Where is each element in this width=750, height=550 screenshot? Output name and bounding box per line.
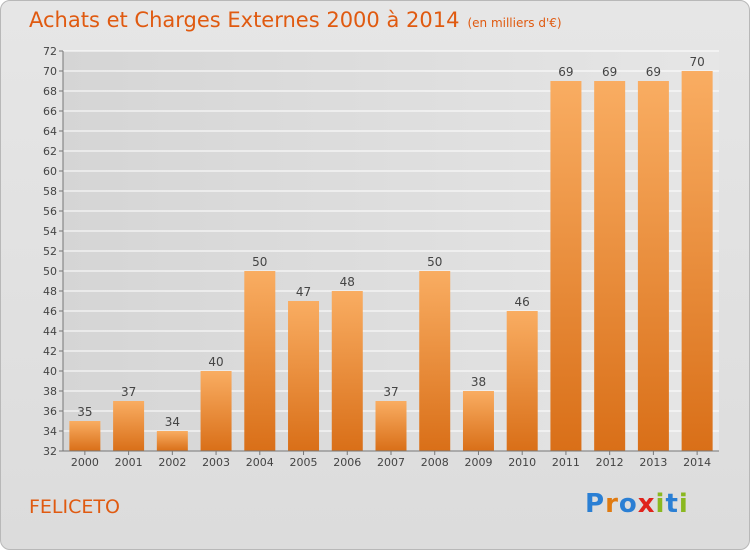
- y-tick-label: 38: [43, 385, 57, 398]
- data-label: 69: [646, 65, 661, 79]
- y-tick-label: 32: [43, 445, 57, 458]
- logo-letter: r: [605, 489, 619, 519]
- x-tick-label: 2005: [290, 456, 318, 469]
- y-tick-label: 40: [43, 365, 57, 378]
- bar: [419, 271, 451, 451]
- data-label: 69: [558, 65, 573, 79]
- chart-unit: (en milliers d'€): [467, 16, 562, 30]
- bar: [506, 311, 538, 451]
- y-tick-label: 68: [43, 85, 57, 98]
- bar: [69, 421, 101, 451]
- y-tick-label: 70: [43, 65, 57, 78]
- bar: [331, 291, 363, 451]
- x-tick-label: 2001: [115, 456, 143, 469]
- logo-letter: x: [637, 489, 656, 519]
- bar: [550, 81, 582, 451]
- data-label: 70: [689, 55, 704, 69]
- y-tick-label: 50: [43, 265, 57, 278]
- data-label: 48: [340, 275, 355, 289]
- bars: [69, 71, 713, 451]
- x-tick-label: 2006: [333, 456, 361, 469]
- x-tick-label: 2004: [246, 456, 274, 469]
- x-tick-label: 2011: [552, 456, 580, 469]
- y-tick-labels: 32 34 36 38 40 42 44 46 48 50 52 54 56 58 60 62 64 66 68 70…: [43, 45, 57, 458]
- logo-letter: i: [655, 489, 666, 519]
- bar: [288, 301, 320, 451]
- chart-title-text: Achats et Charges Externes 2000 à 2014: [29, 8, 460, 32]
- y-tick-label: 44: [43, 325, 57, 338]
- bar: [375, 401, 407, 451]
- x-tick-label: 2009: [464, 456, 492, 469]
- data-labels: 35 37 34 40 50 47 48 37 50 38 46 69 69 69 70: [77, 55, 705, 429]
- logo-letter: P: [585, 489, 606, 519]
- data-label: 37: [121, 385, 136, 399]
- data-label: 40: [208, 355, 223, 369]
- logo-letter: i: [678, 489, 689, 519]
- data-label: 35: [77, 405, 92, 419]
- x-tick-label: 2007: [377, 456, 405, 469]
- bar: [462, 391, 494, 451]
- y-tick-label: 62: [43, 145, 57, 158]
- data-label: 37: [383, 385, 398, 399]
- place-name: FELICETO: [29, 496, 120, 518]
- x-tick-label: 2014: [683, 456, 711, 469]
- x-tick-label: 2012: [596, 456, 624, 469]
- proxiti-logo[interactable]: Proxiti: [585, 489, 689, 519]
- x-tick-label: 2013: [639, 456, 667, 469]
- logo-letter: t: [665, 489, 679, 519]
- data-label: 34: [165, 415, 180, 429]
- y-tick-label: 42: [43, 345, 57, 358]
- bar: [113, 401, 145, 451]
- y-tick-label: 36: [43, 405, 57, 418]
- x-tick-labels: 2000 2001 2002 2003 2004 2005 2006 2007 2008 2009…: [71, 451, 711, 469]
- x-tick-label: 2002: [158, 456, 186, 469]
- x-tick-label: 2008: [421, 456, 449, 469]
- data-label: 47: [296, 285, 311, 299]
- data-label: 50: [427, 255, 442, 269]
- data-label: 46: [515, 295, 530, 309]
- x-tick-label: 2003: [202, 456, 230, 469]
- y-tick-label: 64: [43, 125, 57, 138]
- bar: [594, 81, 626, 451]
- bar: [156, 431, 188, 451]
- y-tick-label: 66: [43, 105, 57, 118]
- y-tick-label: 48: [43, 285, 57, 298]
- data-label: 69: [602, 65, 617, 79]
- bar: [200, 371, 232, 451]
- x-tick-label: 2000: [71, 456, 99, 469]
- logo-letter: o: [618, 489, 638, 519]
- y-tick-label: 54: [43, 225, 57, 238]
- bar: [681, 71, 713, 451]
- data-label: 50: [252, 255, 267, 269]
- y-tick-label: 72: [43, 45, 57, 58]
- y-tick-label: 56: [43, 205, 57, 218]
- bar: [637, 81, 669, 451]
- y-tick-label: 34: [43, 425, 57, 438]
- y-tick-label: 52: [43, 245, 57, 258]
- data-label: 38: [471, 375, 486, 389]
- chart-title: Achats et Charges Externes 2000 à 2014 (e…: [29, 8, 562, 32]
- bar: [244, 271, 276, 451]
- y-tick-label: 58: [43, 185, 57, 198]
- y-tick-label: 60: [43, 165, 57, 178]
- x-tick-label: 2010: [508, 456, 536, 469]
- y-tick-label: 46: [43, 305, 57, 318]
